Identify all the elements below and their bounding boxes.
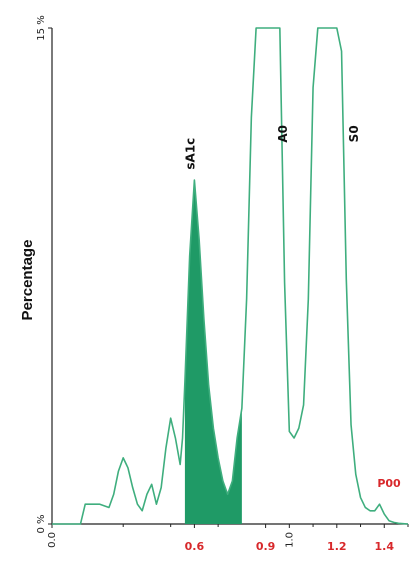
y-tick-label: 15 % (36, 15, 47, 40)
y-axis-label: Percentage (19, 240, 36, 321)
y-axis-title: Percentage (19, 240, 36, 321)
peak-label: A0 (276, 125, 290, 143)
x-zone-label: 0.6 (185, 540, 205, 553)
peak-label: P00 (377, 477, 401, 490)
labels-layer: sA1c A0 S0 P00 (183, 125, 401, 490)
x-tick-label: 0.0 (47, 532, 58, 548)
x-zone-label: 0.9 (256, 540, 276, 553)
x-zone-label: 1.2 (327, 540, 347, 553)
axes: 0 % 15 % 0.0 1.0 0.6 0.9 1.2 1.4 (36, 15, 409, 553)
y-tick-label: 0 % (36, 514, 47, 533)
x-tick-label: 1.0 (284, 532, 295, 548)
series-line (52, 27, 409, 525)
peak-label: sA1c (183, 138, 197, 170)
peak-label: S0 (347, 125, 361, 142)
plot-area (52, 27, 409, 525)
shaded-peak-area (184, 180, 242, 524)
x-zone-label: 1.4 (375, 540, 395, 553)
